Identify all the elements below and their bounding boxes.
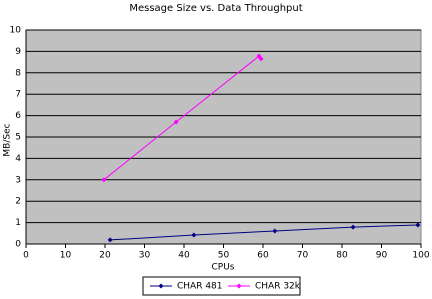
x-tick-label: 50	[218, 251, 230, 261]
x-tick-label: 100	[412, 251, 429, 261]
legend-marker	[236, 283, 242, 289]
legend-label: CHAR 481	[177, 282, 223, 292]
data-point	[415, 222, 421, 228]
y-tick-label: 1	[15, 218, 21, 228]
y-tick-label: 7	[15, 90, 21, 100]
x-tick-label: 80	[336, 251, 348, 261]
legend-label: CHAR 32k	[255, 282, 301, 292]
legend: CHAR 481 CHAR 32k	[142, 276, 301, 296]
y-tick-label: 6	[15, 111, 21, 121]
y-tick-label: 4	[15, 154, 21, 164]
y-tick-label: 0	[15, 240, 21, 250]
data-point	[350, 224, 356, 230]
data-point	[173, 119, 179, 125]
x-tick-label: 20	[99, 251, 111, 261]
x-tick-label: 90	[376, 251, 388, 261]
x-tick-label: 60	[257, 251, 269, 261]
data-point	[107, 237, 113, 243]
y-tick-label: 9	[15, 47, 21, 57]
data-point	[191, 232, 197, 238]
data-point	[101, 177, 107, 183]
x-tick-label: 10	[60, 251, 72, 261]
x-tick-label: 70	[297, 251, 309, 261]
y-tick-label: 8	[15, 68, 21, 78]
y-tick-label: 10	[10, 26, 22, 36]
legend-box	[142, 276, 301, 296]
y-tick-label: 2	[15, 197, 21, 207]
data-point	[258, 56, 264, 62]
x-axis-label: CPUs	[212, 263, 235, 273]
x-tick-label: 40	[178, 251, 190, 261]
x-tick-label: 30	[139, 251, 151, 261]
y-tick-label: 5	[15, 133, 21, 143]
y-axis-label: MB/Sec	[3, 123, 13, 156]
data-point	[272, 228, 278, 234]
legend-marker	[158, 283, 164, 289]
chart-title: Message Size vs. Data Throughput	[129, 3, 302, 14]
x-tick-label: 0	[23, 251, 29, 261]
y-tick-label: 3	[15, 175, 21, 185]
